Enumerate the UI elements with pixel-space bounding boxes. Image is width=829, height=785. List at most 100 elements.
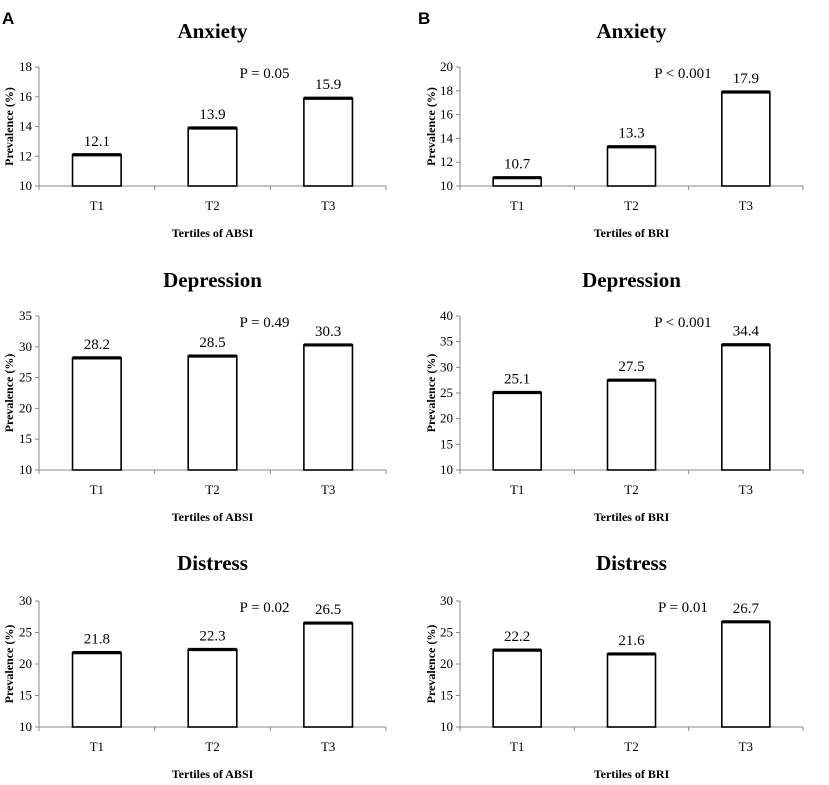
y-tick-label: 10 — [19, 719, 32, 734]
p-value-annotation: P = 0.49 — [240, 315, 290, 331]
y-tick-label: 15 — [440, 436, 453, 451]
data-label: 13.9 — [199, 107, 225, 123]
charts-container: Anxiety 10 12 14 16 18 12.1 T1 13.9 T2 15.9 T3 P = 0… — [2, 19, 804, 781]
y-tick-label: 10 — [440, 178, 453, 193]
x-tick-label: T3 — [739, 739, 753, 754]
y-tick-label: 18 — [440, 83, 453, 98]
data-label: 26.5 — [315, 602, 341, 618]
x-axis-title: Tertiles of ABSI — [172, 226, 254, 240]
data-label: 10.7 — [504, 157, 531, 173]
y-tick-label: 14 — [440, 130, 454, 145]
bar-t2 — [187, 648, 238, 728]
x-tick-label: T2 — [624, 198, 638, 213]
y-tick-label: 15 — [19, 688, 32, 703]
bar-t3 — [721, 91, 771, 187]
data-label: 22.3 — [199, 629, 225, 645]
bar-t2 — [606, 653, 657, 728]
y-axis-title: Prevalence (%) — [2, 354, 16, 433]
bar-t2 — [606, 145, 657, 187]
y-axis-title: Prevalence (%) — [2, 625, 16, 704]
bar-t3 — [303, 622, 354, 728]
y-tick-label: 20 — [440, 411, 453, 426]
data-label: 21.8 — [84, 632, 110, 648]
y-tick-label: 10 — [19, 178, 32, 193]
panel-label-a: A — [2, 9, 14, 28]
y-tick-label: 40 — [440, 308, 453, 323]
data-label: 15.9 — [315, 77, 341, 93]
bar-t1 — [71, 651, 122, 728]
chart-title: Depression — [582, 268, 681, 292]
x-axis-title: Tertiles of BRI — [594, 226, 670, 240]
x-tick-label: T3 — [321, 739, 335, 754]
y-tick-label: 30 — [19, 593, 32, 608]
y-tick-label: 16 — [440, 107, 454, 122]
data-label: 22.2 — [504, 629, 530, 645]
y-tick-label: 20 — [440, 59, 453, 74]
x-tick-label: T1 — [90, 198, 104, 213]
bar-t3 — [303, 344, 354, 471]
x-axis-title: Tertiles of BRI — [594, 510, 670, 524]
bar-t2 — [187, 355, 238, 471]
x-axis-title: Tertiles of ABSI — [172, 767, 254, 781]
bar-t1 — [71, 153, 122, 187]
y-tick-label: 30 — [440, 359, 453, 374]
x-tick-label: T1 — [90, 739, 104, 754]
x-tick-label: T2 — [205, 739, 219, 754]
x-tick-label: T3 — [321, 198, 335, 213]
x-tick-label: T3 — [321, 482, 335, 497]
y-axis-title: Prevalence (%) — [424, 87, 438, 166]
x-tick-label: T3 — [739, 482, 753, 497]
x-axis-title: Tertiles of ABSI — [172, 510, 254, 524]
chart-2: Depression 10 15 20 25 30 35 28.2 T1 28.5 T2 30.3 T3… — [2, 268, 387, 524]
p-value-annotation: P = 0.05 — [240, 66, 290, 82]
p-value-annotation: P < 0.001 — [654, 315, 712, 331]
y-tick-label: 20 — [19, 656, 32, 671]
bar-t3 — [303, 97, 354, 187]
y-axis-title: Prevalence (%) — [424, 625, 438, 704]
y-tick-label: 10 — [440, 462, 453, 477]
y-axis-title: Prevalence (%) — [2, 87, 16, 166]
data-label: 12.1 — [84, 134, 110, 150]
y-axis-title: Prevalence (%) — [424, 354, 438, 433]
bar-t3 — [721, 343, 771, 471]
x-axis-title: Tertiles of BRI — [594, 767, 670, 781]
y-tick-label: 25 — [19, 625, 32, 640]
x-tick-label: T2 — [205, 482, 219, 497]
data-label: 30.3 — [315, 324, 341, 340]
y-tick-label: 35 — [19, 308, 32, 323]
data-label: 25.1 — [504, 371, 530, 387]
data-label: 28.2 — [84, 337, 110, 353]
p-value-annotation: P = 0.01 — [658, 600, 708, 616]
x-tick-label: T2 — [624, 482, 638, 497]
bar-t2 — [187, 127, 238, 187]
y-tick-label: 30 — [19, 339, 32, 354]
y-tick-label: 15 — [19, 431, 32, 446]
data-label: 27.5 — [618, 359, 644, 375]
bar-t1 — [71, 357, 122, 471]
chart-3: Depression 10 15 20 25 30 35 40 25.1 T1 27.5 T2 34.4… — [424, 268, 804, 524]
y-tick-label: 20 — [440, 656, 453, 671]
y-tick-label: 25 — [19, 370, 32, 385]
chart-0: Anxiety 10 12 14 16 18 12.1 T1 13.9 T2 15.9 T3 P = 0… — [2, 19, 387, 240]
y-tick-label: 12 — [19, 148, 32, 163]
chart-title: Depression — [163, 268, 262, 292]
y-tick-label: 10 — [19, 462, 32, 477]
y-tick-label: 25 — [440, 385, 453, 400]
y-tick-label: 14 — [19, 119, 33, 134]
chart-title: Anxiety — [597, 19, 667, 43]
data-label: 28.5 — [199, 335, 225, 351]
panel-label-b: B — [418, 9, 430, 28]
chart-5: Distress 10 15 20 25 30 22.2 T1 21.6 T2 26.7 T3 P = … — [424, 551, 804, 781]
x-tick-label: T1 — [510, 198, 524, 213]
y-tick-label: 15 — [440, 688, 453, 703]
y-tick-label: 20 — [19, 400, 32, 415]
y-tick-label: 16 — [19, 89, 33, 104]
data-label: 17.9 — [733, 71, 759, 87]
chart-title: Anxiety — [178, 19, 248, 43]
y-tick-label: 35 — [440, 334, 453, 349]
chart-4: Distress 10 15 20 25 30 21.8 T1 22.3 T2 26.5 T3 P = … — [2, 551, 387, 781]
x-tick-label: T2 — [624, 739, 638, 754]
y-tick-label: 12 — [440, 154, 453, 169]
data-label: 21.6 — [618, 633, 645, 649]
